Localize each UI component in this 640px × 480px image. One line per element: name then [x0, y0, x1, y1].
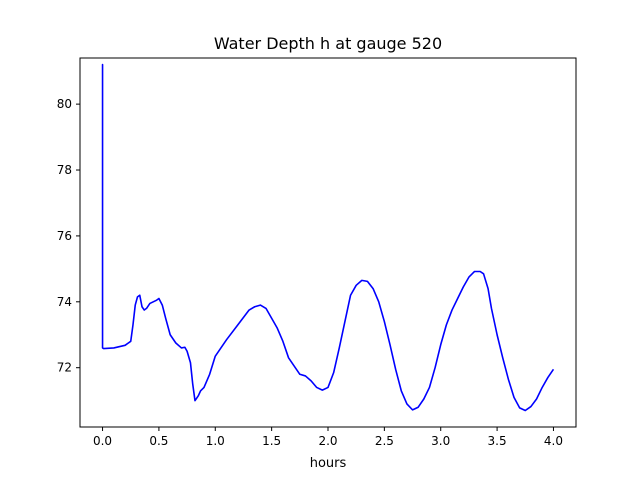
y-tick-label: 80 [57, 97, 72, 111]
x-tick-label: 2.0 [318, 434, 337, 448]
chart-title: Water Depth h at gauge 520 [214, 34, 442, 53]
y-tick-label: 74 [57, 295, 72, 309]
x-tick-label: 4.0 [544, 434, 563, 448]
y-tick-label: 72 [57, 361, 72, 375]
plot-area: 0.0 0.5 1.0 1.5 2.0 2.5 3.0 3.5 4.0 72 74 76 78 80 [57, 57, 577, 448]
x-tick-label: 3.5 [488, 434, 507, 448]
x-tick-label: 0.5 [149, 434, 168, 448]
y-tick-label: 76 [57, 229, 72, 243]
x-tick-label: 1.0 [206, 434, 225, 448]
x-tick-label: 2.5 [375, 434, 394, 448]
x-tick-label: 3.0 [431, 434, 450, 448]
x-axis-label: hours [310, 456, 347, 471]
x-tick-label: 0.0 [93, 434, 112, 448]
y-tick-label: 78 [57, 163, 72, 177]
series-line-0 [101, 63, 555, 412]
x-tick-label: 1.5 [262, 434, 281, 448]
